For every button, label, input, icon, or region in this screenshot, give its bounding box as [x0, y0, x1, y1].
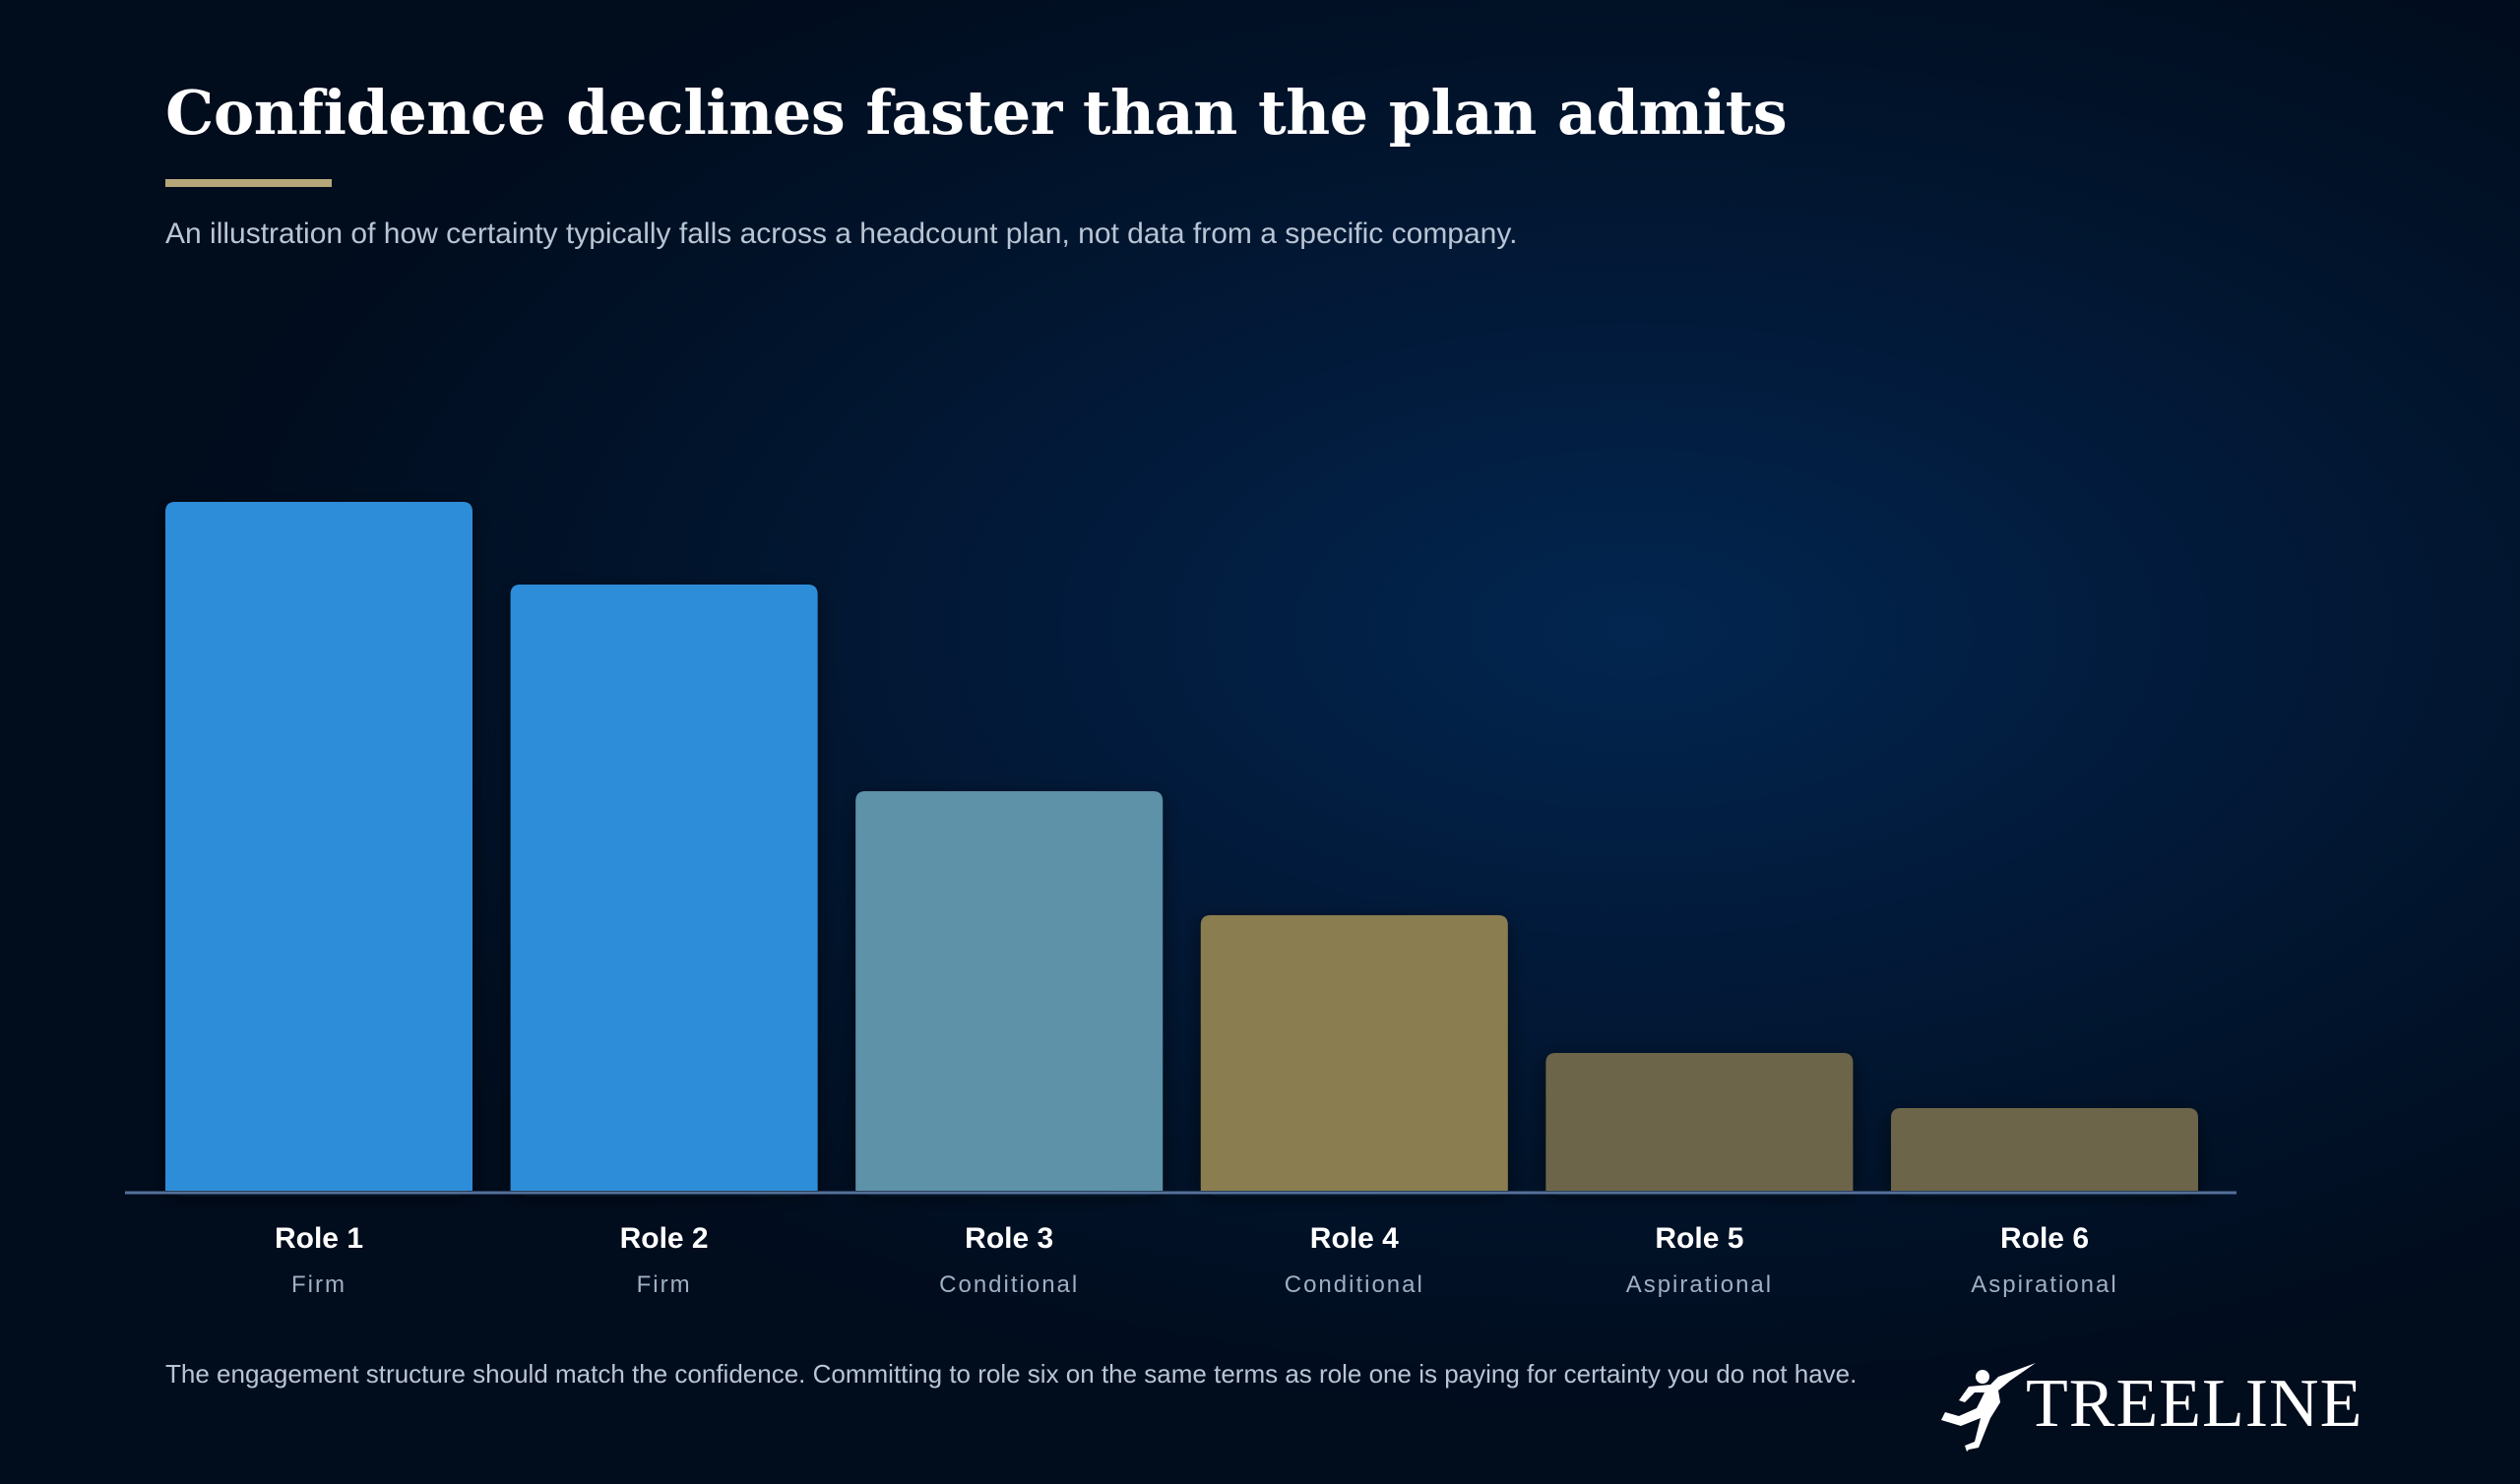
category-label: Role 3: [965, 1222, 1053, 1255]
bar-6: [1891, 1108, 2198, 1191]
group-label: Conditional: [939, 1271, 1079, 1298]
group-label: Firm: [637, 1271, 692, 1298]
group-label: Aspirational: [1626, 1271, 1773, 1298]
bar-2: [510, 585, 818, 1191]
brand-name: TREELINE: [2026, 1366, 2363, 1442]
group-label: Aspirational: [1971, 1271, 2117, 1298]
running-figure-lightning-icon: [1941, 1363, 2036, 1452]
group-label: Firm: [291, 1271, 346, 1298]
chart-title: Confidence declines faster than the plan…: [165, 77, 1788, 149]
chart-bars: [165, 502, 2198, 1191]
bar-1: [165, 502, 472, 1191]
category-label: Role 2: [620, 1222, 709, 1255]
bar-3: [855, 791, 1164, 1191]
bar-chart: Role 1 Firm Role 2 Firm Role 3 Conditional Rol…: [125, 502, 2236, 1298]
bar-4: [1200, 915, 1508, 1191]
treeline-logo: TREELINE: [1939, 1363, 2362, 1461]
category-label: Role 1: [275, 1222, 363, 1255]
title-accent-rule: [165, 179, 332, 187]
category-label: Role 4: [1310, 1222, 1399, 1255]
footnote: The engagement structure should match th…: [165, 1359, 1858, 1389]
bar-5: [1545, 1053, 1854, 1191]
chart-category-labels: Role 1 Firm Role 2 Firm Role 3 Conditional Rol…: [275, 1222, 2117, 1298]
chart-subtitle: An illustration of how certainty typical…: [165, 217, 1518, 250]
category-label: Role 5: [1655, 1222, 1743, 1255]
category-label: Role 6: [2000, 1222, 2089, 1255]
group-label: Conditional: [1285, 1271, 1424, 1298]
